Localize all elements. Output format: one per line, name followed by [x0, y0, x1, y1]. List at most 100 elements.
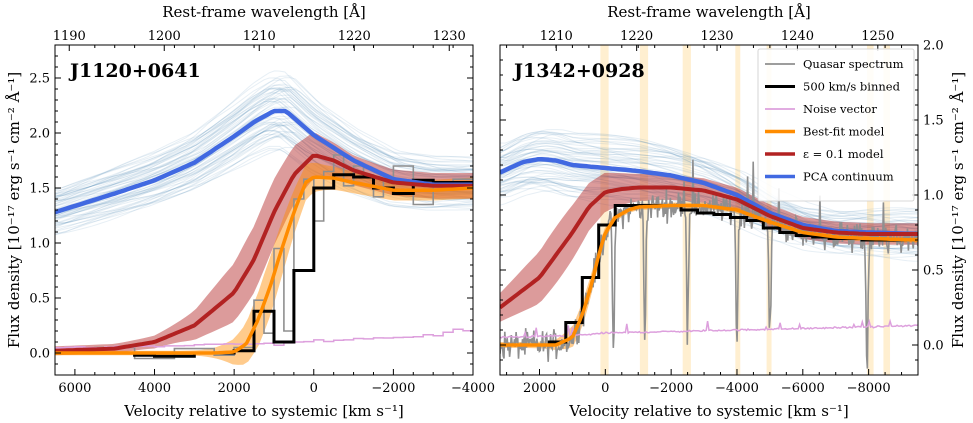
- y-tick-label: 1.5: [923, 114, 944, 129]
- x-tick-label: 0: [310, 381, 318, 396]
- masked-region: [866, 45, 874, 375]
- axes-left: 6000 4000 2000 0 −2000 −4000 0.0 0.5 1.0 1.5 2.0 2.…: [29, 29, 495, 396]
- pca-sample-line: [55, 92, 473, 194]
- legend-box: [757, 48, 915, 202]
- y-tick-label: 2.0: [923, 39, 944, 54]
- masked-region: [600, 45, 609, 375]
- pca-sample-line: [55, 77, 473, 196]
- pca-sample-line: [55, 121, 473, 224]
- pca-sample-line: [55, 130, 473, 226]
- eps-model-band: [55, 133, 473, 356]
- y-tick-label: 1.0: [923, 189, 944, 204]
- x-tick-label: 2000: [218, 381, 251, 396]
- pca-sample-line: [500, 142, 918, 225]
- pca-sample-line: [55, 75, 473, 190]
- pca-sample-line: [500, 148, 918, 226]
- pca-sample-line: [55, 97, 473, 210]
- pca-sample-line: [55, 132, 473, 224]
- x-tick-label: −2000: [371, 381, 415, 396]
- eps-model-band: [500, 172, 918, 322]
- pca-sample-line: [500, 180, 918, 262]
- pca-sample-line: [500, 131, 918, 227]
- ylabel-right: Flux density [10⁻¹⁷ erg s⁻¹ cm⁻² Å⁻¹]: [949, 72, 967, 348]
- pca-sample-line: [500, 173, 918, 247]
- y-tick-label: 0.5: [29, 292, 50, 307]
- pca-sample-line: [55, 98, 473, 203]
- pca-sample-line: [500, 157, 918, 232]
- pca-sample-line: [500, 138, 918, 224]
- pca-sample-line: [55, 77, 473, 191]
- pca-sample-line: [55, 86, 473, 197]
- pca-sample-line: [500, 181, 918, 258]
- y-tick-label: 0.5: [923, 264, 944, 279]
- masked-region: [639, 45, 649, 375]
- pca-sample-line: [500, 145, 918, 227]
- panel-title-left: J1120+0641: [68, 60, 201, 82]
- ylabel-left: Flux density [10⁻¹⁷ erg s⁻¹ cm⁻² Å⁻¹]: [5, 72, 23, 348]
- top-xlabel-left: Rest-frame wavelength [Å]: [162, 3, 366, 21]
- x-tick-label: 0: [601, 381, 609, 396]
- pca-sample-line: [500, 175, 918, 247]
- pca-sample-line: [500, 148, 918, 229]
- eps-model-line: [55, 153, 473, 353]
- noise-vector-line: [500, 318, 918, 339]
- pca-sample-line: [500, 145, 918, 229]
- legend-label: 500 km/s binned: [803, 80, 901, 94]
- x-tick-label: −4000: [451, 381, 495, 396]
- pca-sample-line: [55, 101, 473, 206]
- top-tick-label: 1200: [148, 29, 181, 44]
- pca-sample-line: [55, 87, 473, 198]
- pca-sample-line: [500, 136, 918, 222]
- pca-sample-line: [55, 88, 473, 199]
- pca-sample-line: [500, 129, 918, 213]
- axes-right: 2000 0 −2000 −4000 −6000 −8000 0.0 0.5 1.0 1.5 2.0…: [499, 29, 944, 396]
- pca-sample-line: [55, 90, 473, 203]
- masked-region: [766, 45, 772, 375]
- pca-sample-line: [55, 118, 473, 216]
- pca-sample-line: [500, 133, 918, 217]
- pca-sample-line: [55, 146, 473, 234]
- pca-sample-line: [55, 149, 473, 232]
- x-tick-label: 6000: [58, 381, 91, 396]
- panel-title-right: J1342+0928: [512, 60, 645, 82]
- pca-sample-line: [55, 88, 473, 198]
- x-tick-label: −2000: [649, 381, 693, 396]
- pca-sample-line: [500, 132, 918, 226]
- x-tick-label: 2000: [523, 381, 556, 396]
- plot-area-right: [500, 45, 918, 375]
- pca-sample-line: [55, 123, 473, 217]
- top-tick-label: 1220: [338, 29, 371, 44]
- pca-sample-line: [55, 89, 473, 200]
- xlabel-left: Velocity relative to systemic [km s⁻¹]: [123, 402, 404, 420]
- pca-sample-line: [55, 121, 473, 219]
- pca-sample-line: [55, 147, 473, 236]
- legend-label: ε = 0.1 model: [803, 147, 884, 161]
- pca-sample-line: [500, 133, 918, 217]
- legend-label: PCA continuum: [803, 170, 894, 184]
- x-tick-label: −8000: [847, 381, 891, 396]
- legend-label: Best-fit model: [803, 125, 885, 139]
- pca-sample-line: [55, 145, 473, 233]
- panel-j1342: 2000 0 −2000 −4000 −6000 −8000 0.0 0.5 1.0 1.5 2.0…: [499, 29, 944, 396]
- y-tick-label: 2.5: [29, 72, 50, 87]
- best-fit-line: [500, 203, 918, 347]
- top-tick-label: 1190: [53, 29, 86, 44]
- pca-sample-line: [500, 130, 918, 219]
- x-tick-label: 4000: [138, 381, 171, 396]
- xlabel-right: Velocity relative to systemic [km s⁻¹]: [568, 402, 849, 420]
- pca-sample-line: [55, 124, 473, 226]
- pca-sample-line: [55, 98, 473, 205]
- y-tick-label: 2.0: [29, 127, 50, 142]
- masked-region: [883, 45, 891, 375]
- binned-spectrum-line: [55, 173, 473, 358]
- y-tick-label: 0.0: [29, 347, 50, 362]
- y-tick-label: 1.0: [29, 237, 50, 252]
- pca-sample-line: [500, 150, 918, 229]
- y-tick-label: 1.5: [29, 182, 50, 197]
- pca-sample-line: [55, 84, 473, 197]
- eps-model-line: [500, 185, 918, 310]
- pca-sample-line: [55, 98, 473, 210]
- pca-sample-line: [55, 89, 473, 201]
- legend: Quasar spectrum 500 km/s binned Noise vect…: [757, 48, 915, 202]
